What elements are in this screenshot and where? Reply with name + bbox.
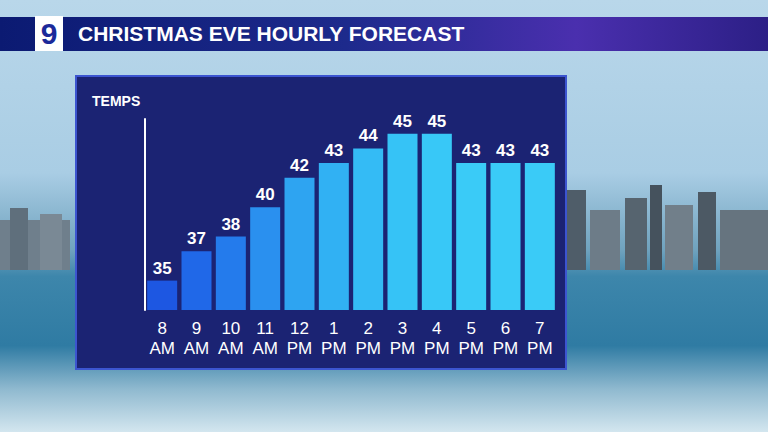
svg-text:PM: PM — [458, 339, 484, 358]
svg-text:43: 43 — [530, 141, 549, 160]
svg-text:7: 7 — [535, 319, 544, 338]
svg-text:37: 37 — [187, 229, 206, 248]
svg-text:PM: PM — [287, 339, 313, 358]
svg-text:PM: PM — [321, 339, 347, 358]
svg-text:AM: AM — [252, 339, 277, 358]
svg-text:45: 45 — [393, 112, 412, 131]
svg-text:8: 8 — [157, 319, 166, 338]
svg-text:AM: AM — [218, 339, 244, 358]
svg-text:2: 2 — [363, 319, 372, 338]
svg-text:PM: PM — [390, 339, 416, 358]
svg-text:38: 38 — [221, 215, 240, 234]
svg-text:PM: PM — [493, 339, 519, 358]
svg-text:4: 4 — [432, 319, 441, 338]
svg-text:PM: PM — [424, 339, 450, 358]
svg-text:5: 5 — [466, 319, 475, 338]
html-text:CHRISTMAS EVE HOURLY FORECAST: CHRISTMAS EVE HOURLY FORECAST — [78, 22, 465, 45]
svg-text:PM: PM — [355, 339, 381, 358]
svg-text:TEMPS: TEMPS — [92, 93, 140, 109]
svg-text:6: 6 — [501, 319, 510, 338]
svg-text:43: 43 — [324, 141, 343, 160]
svg-text:AM: AM — [184, 339, 210, 358]
svg-text:35: 35 — [153, 259, 172, 278]
svg-text:42: 42 — [290, 156, 309, 175]
svg-text:PM: PM — [527, 339, 553, 358]
svg-text:11: 11 — [256, 319, 274, 338]
svg-text:9: 9 — [192, 319, 201, 338]
svg-text:44: 44 — [359, 126, 378, 145]
svg-text:40: 40 — [256, 185, 275, 204]
svg-text:3: 3 — [398, 319, 407, 338]
svg-text:1: 1 — [329, 319, 338, 338]
svg-text:43: 43 — [496, 141, 515, 160]
svg-text:10: 10 — [221, 319, 240, 338]
svg-text:45: 45 — [427, 112, 446, 131]
html-text:9: 9 — [40, 17, 58, 50]
svg-text:43: 43 — [462, 141, 481, 160]
svg-text:12: 12 — [290, 319, 309, 338]
svg-text:AM: AM — [149, 339, 175, 358]
